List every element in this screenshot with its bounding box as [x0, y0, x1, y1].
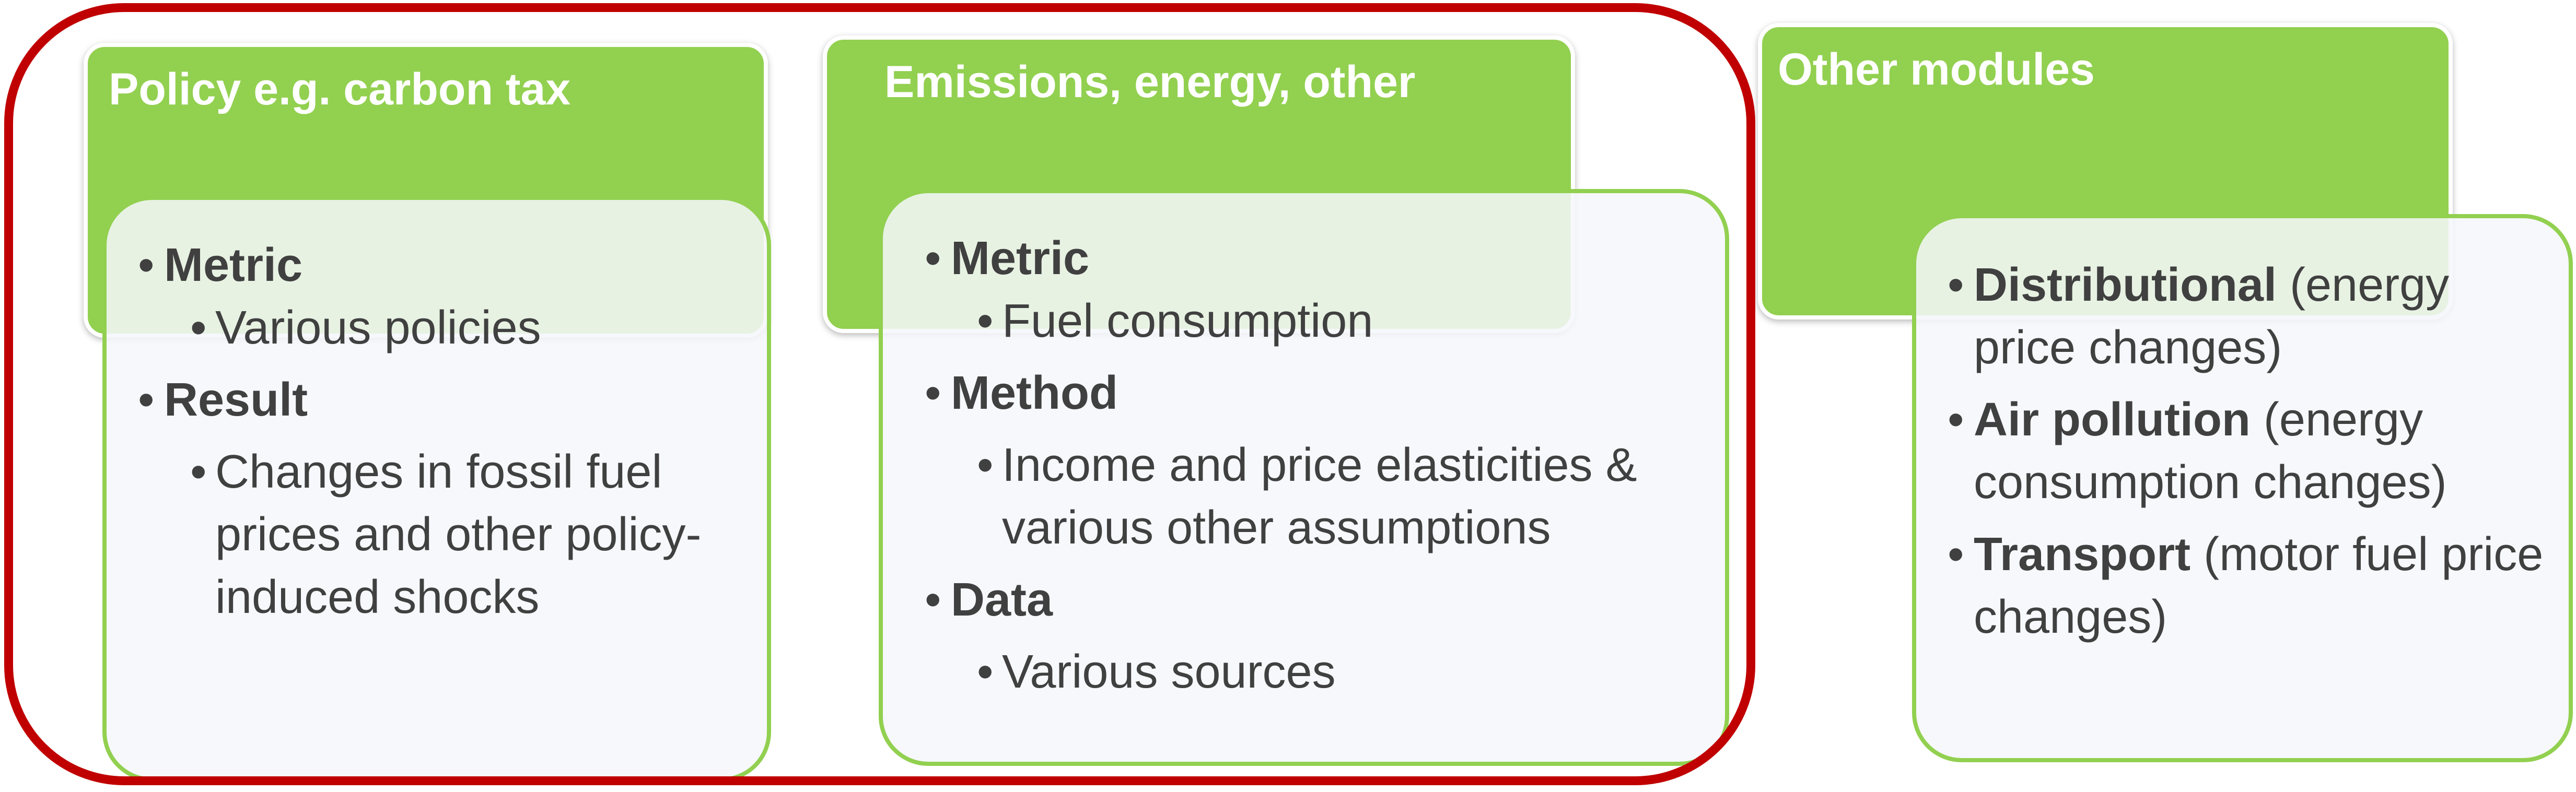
- policy-title: Policy e.g. carbon tax: [109, 64, 571, 114]
- emissions-metric-value: • Fuel consumption: [977, 295, 1373, 347]
- emissions-data: • Data: [925, 574, 1053, 626]
- modules-item-air-pollution: • Air pollution (energy consumption chan…: [1948, 394, 2447, 509]
- emissions-method-value: • Income and price elasticities & variou…: [977, 439, 1637, 554]
- emissions-method: • Method: [925, 367, 1118, 419]
- modules-title: Other modules: [1778, 44, 2095, 94]
- emissions-card: • Metric • Fuel consumption • Method • I…: [879, 189, 1729, 766]
- modules-item-transport: • Transport (motor fuel price changes): [1948, 528, 2544, 643]
- policy-metric: • Metric: [138, 239, 303, 291]
- emissions-metric: • Metric: [925, 232, 1090, 285]
- policy-result: • Result: [138, 374, 308, 426]
- modules-item-distributional: • Distributional (energy price changes): [1948, 259, 2450, 374]
- emissions-title: Emissions, energy, other: [884, 57, 1416, 107]
- policy-card: • Metric • Various policies • Result • C…: [102, 196, 771, 782]
- emissions-data-value: • Various sources: [977, 646, 1336, 698]
- modules-card: • Distributional (energy price changes) …: [1912, 214, 2573, 762]
- policy-metric-value: • Various policies: [190, 302, 541, 354]
- policy-result-value: • Changes in fossil fuel prices and othe…: [190, 446, 702, 623]
